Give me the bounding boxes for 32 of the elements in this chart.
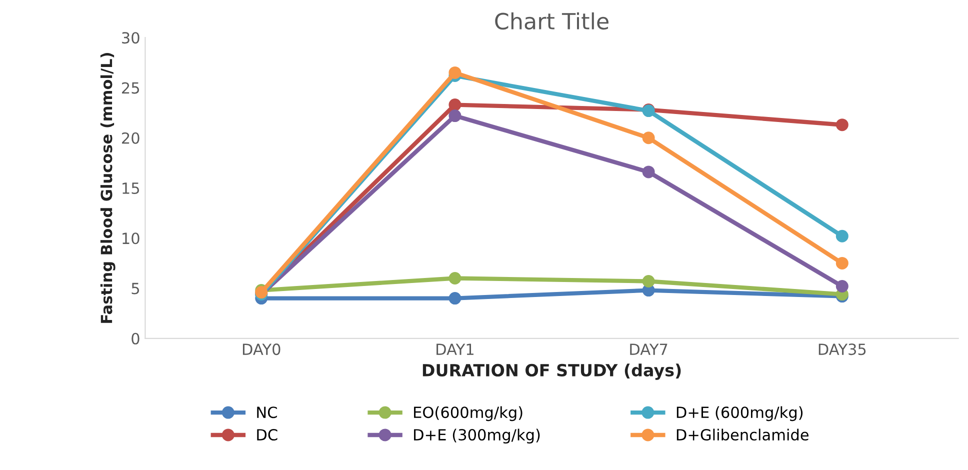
point [836, 230, 848, 242]
point [448, 292, 462, 305]
x-tick-label: DAY0 [242, 344, 280, 356]
point [836, 256, 848, 270]
point [836, 280, 848, 293]
y-tick-label: 10 [122, 232, 140, 244]
x-tick-label: DAY35 [818, 344, 866, 356]
legend-label: D+E (600mg/kg) [676, 406, 803, 422]
legend-label: D+Glibenclamide [676, 428, 809, 441]
legend-label: D+E (300mg/kg) [414, 428, 540, 444]
point [448, 110, 462, 122]
point [642, 132, 655, 144]
x-tick-label: DAY7 [630, 344, 668, 355]
y-tick-label: 20 [122, 132, 140, 144]
y-tick-label: 5 [132, 282, 140, 294]
x-tick-label: DAY1 [436, 344, 474, 355]
chart-title: Chart Title [495, 12, 608, 30]
legend-label: NC [257, 406, 277, 418]
y-tick-label: 30 [122, 32, 140, 44]
y-tick-label: 25 [122, 82, 140, 94]
x-axis-title: DURATION OF STUDY (days) [422, 364, 681, 380]
y-tick-label: 0 [132, 332, 140, 344]
y-axis-title: Fasting Blood Glucose (mmol/L) [100, 53, 116, 323]
legend-label: DC [257, 428, 278, 441]
point [448, 66, 462, 79]
legend-label: EO(600mg/kg) [414, 406, 522, 422]
y-tick-label: 15 [122, 182, 140, 194]
point [642, 275, 655, 288]
point [642, 166, 655, 178]
point [448, 98, 462, 112]
point [448, 272, 462, 284]
point [836, 118, 848, 132]
